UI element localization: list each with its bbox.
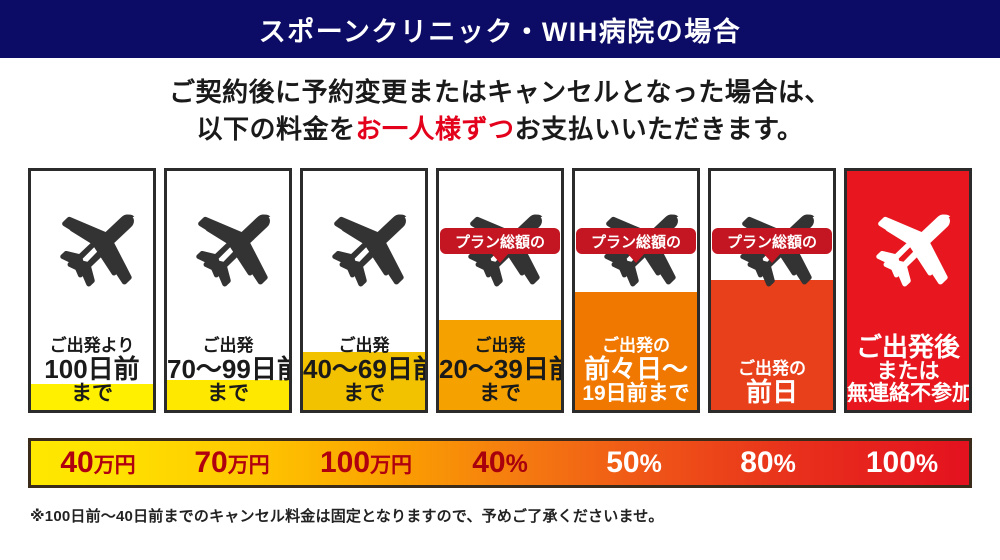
card-label-line: 70〜99日前	[167, 354, 292, 385]
card-body: ご出発 40〜69日前 まで	[303, 171, 425, 410]
price-cell: 50%	[567, 448, 701, 478]
deadline-card[interactable]: ご出発より 100日前 まで	[28, 168, 156, 413]
airplane-icon	[44, 209, 140, 289]
price-unit: %	[505, 450, 528, 478]
price-cell: 40%	[433, 448, 567, 478]
card-label-line: ご出発の	[602, 335, 670, 355]
price-unit: 万円	[370, 454, 413, 477]
card-label-line: 40〜69日前	[303, 354, 428, 385]
plan-total-badge: プラン総額の	[712, 228, 832, 254]
airplane-icon	[860, 209, 956, 289]
price-value: 100	[319, 446, 371, 479]
card-color-band	[31, 384, 153, 410]
subtitle-line-2-after: お支払いいただきます。	[514, 113, 804, 144]
price-unit: 万円	[227, 454, 270, 477]
deadline-card[interactable]: ご出発 70〜99日前 まで	[164, 168, 292, 413]
price-cell: 100%	[835, 448, 969, 478]
card-label-line: まで	[479, 382, 521, 406]
card-body: ご出発の 前々日〜 19日前まで	[575, 171, 697, 410]
price-cell: 80%	[701, 448, 835, 478]
card-body: ご出発 20〜39日前 まで	[439, 171, 561, 410]
card-body: ご出発より 100日前 まで	[31, 171, 153, 410]
card-label-line: 20〜39日前	[439, 354, 564, 385]
card-label-line: ご出発	[338, 335, 390, 355]
card-color-band	[439, 320, 561, 410]
card-label-line: 100日前	[44, 354, 140, 385]
price-value: 80	[740, 446, 774, 479]
cards-row: ご出発より 100日前 まで ご出発 70〜99日前 まで ご出発 40〜69日前 まで ご出発 2…	[28, 168, 972, 413]
card-color-band	[711, 280, 833, 410]
subtitle-highlight: お一人様ずつ	[355, 113, 515, 144]
card-label-group: ご出発 40〜69日前 まで	[303, 335, 428, 406]
deadline-card[interactable]: ご出発の 前々日〜 19日前まで	[572, 168, 700, 413]
card-label-group: ご出発後 または 無連絡不参加	[847, 331, 972, 406]
card-label-line: ご出発の	[738, 358, 806, 378]
price-value: 40	[60, 446, 94, 479]
plan-total-badge: プラン総額の	[440, 228, 560, 254]
card-label-group: ご出発より 100日前 まで	[31, 335, 153, 406]
card-label-line: 前々日〜	[583, 354, 688, 385]
card-body: ご出発の 前日	[711, 171, 833, 410]
header-bar: スポーンクリニック・WIH病院の場合	[0, 0, 1000, 58]
card-label-line: 前日	[745, 376, 798, 407]
card-body: ご出発 70〜99日前 まで	[167, 171, 289, 410]
card-label-group: ご出発 70〜99日前 まで	[167, 335, 292, 406]
price-unit: %	[773, 450, 796, 478]
deadline-card[interactable]: ご出発後 または 無連絡不参加	[844, 168, 972, 413]
card-label-line: まで	[343, 382, 385, 406]
footnote: ※100日前〜40日前までのキャンセル料金は固定となりますので、予めご了承くださ…	[30, 508, 664, 525]
card-label-line: ご出発後	[855, 331, 960, 362]
airplane-icon	[316, 209, 412, 289]
card-label-line: または	[876, 359, 940, 383]
price-bar: 40万円 70万円 100万円 40% 50% 80% 100%	[28, 438, 972, 488]
price-unit: %	[915, 450, 939, 478]
subtitle-line-2-before: 以下の料金を	[196, 113, 356, 144]
card-color-band	[847, 171, 969, 410]
card-label-group: ご出発の 前々日〜 19日前まで	[575, 335, 697, 406]
card-label-group: ご出発の 前日	[711, 358, 833, 407]
price-value: 40	[472, 446, 506, 479]
card-color-band	[167, 380, 289, 410]
price-cell: 40万円	[31, 448, 165, 478]
card-label-line: まで	[207, 382, 249, 406]
card-color-band	[575, 292, 697, 410]
subtitle-text: ご契約後に予約変更またはキャンセルとなった場合は、 以下の料金をお一人様ずつお支…	[0, 74, 1000, 148]
airplane-icon	[180, 209, 276, 289]
card-color-band	[303, 352, 425, 410]
price-cell: 70万円	[165, 448, 299, 478]
price-value: 100	[865, 446, 916, 479]
card-label-line: ご出発	[474, 335, 526, 355]
card-label-line: ご出発より	[49, 335, 135, 355]
plan-total-badge: プラン総額の	[576, 228, 696, 254]
price-unit: 万円	[93, 454, 136, 477]
subtitle-line-1: ご契約後に予約変更またはキャンセルとなった場合は、	[169, 77, 831, 107]
page-title: スポーンクリニック・WIH病院の場合	[258, 16, 742, 47]
card-label-line: まで	[71, 382, 113, 406]
deadline-card[interactable]: ご出発 40〜69日前 まで	[300, 168, 428, 413]
card-body: ご出発後 または 無連絡不参加	[847, 171, 969, 410]
card-label-line: 無連絡不参加	[847, 382, 972, 406]
price-unit: %	[639, 450, 662, 478]
card-label-group: ご出発 20〜39日前 まで	[439, 335, 564, 406]
card-label-line: ご出発	[202, 335, 254, 355]
card-label-line: 19日前まで	[582, 382, 690, 406]
subtitle-line-2: 以下の料金をお一人様ずつお支払いいただきます。	[0, 111, 1000, 148]
deadline-card[interactable]: ご出発の 前日	[708, 168, 836, 413]
price-cell: 100万円	[299, 448, 433, 478]
deadline-card[interactable]: ご出発 20〜39日前 まで	[436, 168, 564, 413]
price-value: 50	[606, 446, 640, 479]
price-value: 70	[194, 446, 228, 479]
